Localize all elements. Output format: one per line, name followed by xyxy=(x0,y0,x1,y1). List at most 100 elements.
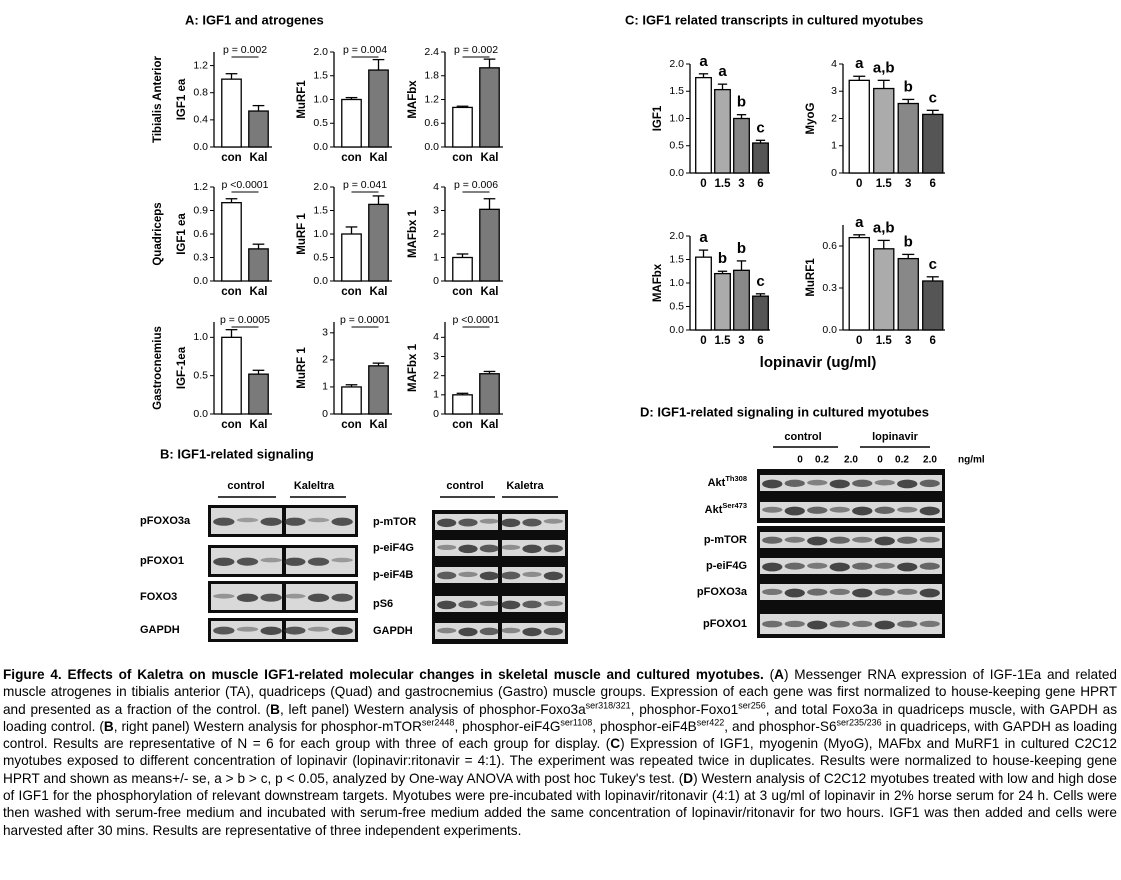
blot-band xyxy=(784,620,805,628)
p-value: p = 0.0001 xyxy=(340,314,390,326)
blot-band xyxy=(458,600,478,609)
y-tick-label: 0.5 xyxy=(313,117,328,129)
blot-band xyxy=(458,627,478,637)
blot-band xyxy=(762,588,783,596)
p-value: p <0.0001 xyxy=(452,314,499,326)
blot-band xyxy=(852,562,873,570)
blot-membrane xyxy=(760,475,942,491)
blot-band xyxy=(543,518,563,524)
blot-label: pFOXO3a xyxy=(697,586,748,598)
blot-band xyxy=(213,557,235,566)
blot-band xyxy=(762,506,783,513)
x-tick-label: con xyxy=(341,152,361,164)
blot-band xyxy=(919,620,940,628)
blot-label: p-eiF4G xyxy=(373,542,414,554)
bar xyxy=(368,365,389,415)
y-tick-label: 2.4 xyxy=(424,46,439,58)
y-tick-label: 2 xyxy=(322,354,328,366)
x-tick-label: Kal xyxy=(481,286,499,298)
x-tick-label: 6 xyxy=(930,335,936,347)
y-tick-label: 2.0 xyxy=(669,230,684,242)
y-tick-label: 0.0 xyxy=(193,275,208,287)
blot-band xyxy=(852,506,873,516)
blot-band xyxy=(784,588,805,598)
blot-band xyxy=(331,626,353,636)
y-tick-label: 2.0 xyxy=(669,58,684,70)
significance-letter: a,b xyxy=(873,59,895,76)
caption-text: ) Expression of IGF1, myogenin (MyoG), M… xyxy=(3,736,1117,786)
y-tick-label: 2.0 xyxy=(313,181,328,193)
blot-label-sup: Ser473 xyxy=(722,501,747,510)
blot-band xyxy=(919,536,940,543)
blot-band xyxy=(458,518,478,527)
blot-membrane xyxy=(760,558,942,574)
blot-band xyxy=(829,620,850,628)
x-tick-label: 0 xyxy=(856,335,862,347)
blot-band xyxy=(807,506,828,514)
blot-band xyxy=(784,562,805,570)
y-tick-label: 1.5 xyxy=(313,204,328,216)
y-axis-label: MuRF 1 xyxy=(296,213,308,255)
y-axis-label: MAFbx xyxy=(652,263,664,302)
blot-band xyxy=(762,479,783,489)
x-tick-label: Kal xyxy=(250,152,268,164)
x-tick-label: 3 xyxy=(905,178,911,190)
significance-letter: a,b xyxy=(873,219,895,236)
y-tick-label: 0.5 xyxy=(669,300,684,312)
bar xyxy=(873,248,895,331)
dose-label: 2.0 xyxy=(844,455,858,466)
y-tick-label: 0.3 xyxy=(822,282,837,294)
panel-title: A: IGF1 and atrogenes xyxy=(185,12,324,27)
blot-band xyxy=(260,517,282,526)
x-tick-label: 3 xyxy=(738,178,744,190)
blot-band xyxy=(501,627,521,634)
blot-band xyxy=(874,620,895,630)
y-tick-label: 1.0 xyxy=(313,93,328,105)
y-tick-label: 1.2 xyxy=(193,181,208,193)
bar xyxy=(848,236,870,331)
blot-band xyxy=(501,571,521,580)
blot-band xyxy=(807,620,828,630)
significance-letter: a xyxy=(718,63,727,80)
y-tick-label: 0 xyxy=(322,408,328,420)
blot-band xyxy=(260,593,282,602)
y-axis-label: IGF-1ea xyxy=(176,346,188,389)
y-tick-label: 1.0 xyxy=(193,331,208,343)
blot-label: pFOXO1 xyxy=(140,555,184,567)
dose-label: 0.2 xyxy=(815,455,829,466)
blot-band xyxy=(437,571,457,580)
blot-label-sup: Th308 xyxy=(725,474,747,483)
x-tick-label: 3 xyxy=(905,335,911,347)
bar xyxy=(695,76,712,174)
bar xyxy=(714,88,731,174)
blot-band xyxy=(543,627,563,636)
x-tick-label: con xyxy=(221,286,241,298)
bar xyxy=(479,208,500,282)
blot-band xyxy=(897,536,918,544)
blot-label: FOXO3 xyxy=(140,591,177,603)
blot-band xyxy=(874,479,895,486)
x-tick-label: Kal xyxy=(370,286,388,298)
blot-band xyxy=(236,593,259,603)
blot-label-text: Akt xyxy=(705,504,723,516)
y-tick-label: 0.0 xyxy=(193,408,208,420)
group-label: control xyxy=(227,480,264,492)
dose-unit: ng/ml xyxy=(958,455,985,466)
blot-band xyxy=(874,536,895,546)
caption-text: D xyxy=(683,770,694,786)
blot-band xyxy=(897,479,918,489)
blot-band xyxy=(437,518,457,528)
significance-letter: c xyxy=(756,119,764,136)
bar xyxy=(897,102,919,174)
blot-label-text: pFOXO3a xyxy=(697,586,748,598)
p-value: p = 0.0005 xyxy=(220,314,270,326)
blot-label-text: pFOXO1 xyxy=(703,618,747,630)
blot-band xyxy=(284,593,306,599)
bar xyxy=(221,78,242,148)
significance-letter: b xyxy=(904,233,913,250)
y-tick-label: 3 xyxy=(322,327,328,339)
blot-band xyxy=(213,593,235,599)
y-tick-label: 1 xyxy=(322,381,328,393)
x-axis-label: lopinavir (ug/ml) xyxy=(760,354,877,371)
bar xyxy=(848,79,870,174)
